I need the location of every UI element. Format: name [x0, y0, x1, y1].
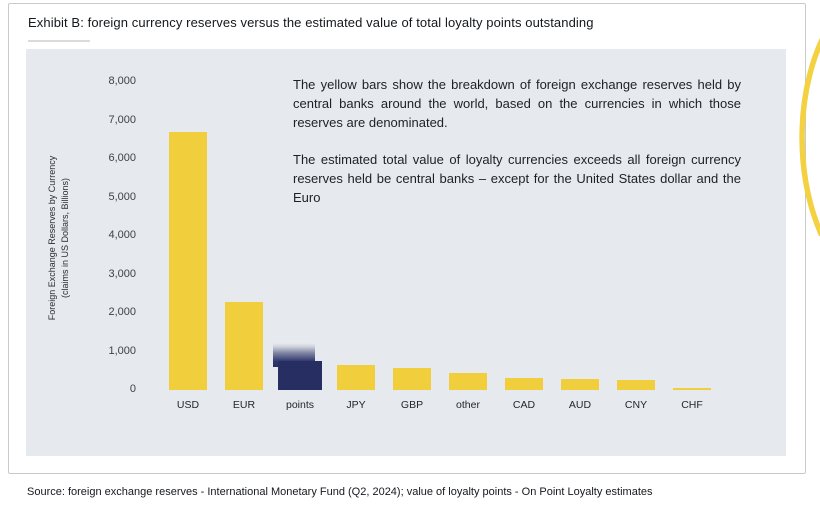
bar-EUR: [225, 302, 263, 390]
y-axis-label-line2: (claims in US Dollars, Billions): [60, 177, 70, 299]
y-tick-label: 7,000: [108, 113, 136, 126]
x-label-CNY: CNY: [624, 399, 648, 411]
y-tick-label: 0: [129, 383, 136, 395]
x-label-CAD: CAD: [512, 399, 536, 411]
y-axis-label: Foreign Exchange Reserves by Currency (c…: [46, 108, 72, 368]
bar-slot-GBP: GBP: [384, 82, 440, 411]
bar-USD: [169, 132, 207, 390]
y-tick-label: 2,000: [108, 306, 136, 318]
bar-CNY: [617, 380, 655, 390]
bar-JPY: [337, 365, 375, 390]
bar-slot-CAD: CAD: [496, 82, 552, 411]
x-label-other: other: [456, 399, 480, 411]
y-tick-label: 6,000: [108, 152, 136, 164]
bar-slot-JPY: JPY: [328, 82, 384, 411]
y-axis-label-line1: Foreign Exchange Reserves by Currency: [47, 155, 57, 321]
source-line: Source: foreign exchange reserves - Inte…: [27, 486, 653, 498]
bar-slot-CNY: CNY: [608, 82, 664, 411]
annotation-paragraph-1: The yellow bars show the breakdown of fo…: [293, 77, 741, 130]
x-label-USD: USD: [176, 399, 200, 411]
y-tick-label: 5,000: [108, 190, 136, 203]
x-label-CHF: CHF: [681, 399, 703, 411]
bar-slot-points: points: [272, 82, 328, 411]
y-tick-label: 4,000: [108, 229, 136, 241]
y-tick-label: 1,000: [108, 344, 136, 357]
x-label-GBP: GBP: [400, 399, 424, 411]
bar-CHF: [673, 388, 711, 390]
bar-CAD: [505, 377, 543, 390]
bars-area: USD EUR points JPY GBP other CAD AUD CNY CHF: [160, 82, 720, 411]
title-underline: [28, 40, 90, 42]
chart-panel: Foreign Exchange Reserves by Currency (c…: [26, 49, 786, 456]
exhibit-box: Exhibit B: foreign currency reserves ver…: [8, 3, 820, 474]
bar-other: [449, 372, 487, 390]
bar-slot-other: other: [440, 82, 496, 411]
exhibit-title: Exhibit B: foreign currency reserves ver…: [28, 15, 594, 30]
y-tick-label: 3,000: [108, 267, 136, 280]
bar-slot-EUR: EUR: [216, 82, 272, 411]
x-label-JPY: JPY: [346, 399, 366, 411]
bar-slot-CHF: CHF: [664, 82, 720, 411]
y-tick-label: 8,000: [108, 75, 136, 87]
x-label-points: points: [285, 399, 315, 411]
bar-slot-USD: USD: [160, 82, 216, 411]
swoosh-decoration-icon: [799, 37, 820, 237]
y-ticks: 8,000 7,000 6,000 5,000 4,000 3,000 2,000 1,000…: [84, 49, 136, 456]
bar-slot-AUD: AUD: [552, 82, 608, 411]
annotation-block: The yellow bars show the breakdown of fo…: [293, 75, 741, 207]
x-label-EUR: EUR: [232, 399, 256, 411]
x-label-AUD: AUD: [568, 399, 592, 411]
bar-AUD: [561, 379, 599, 390]
bar-points-solid: [278, 360, 322, 390]
bar-GBP: [393, 368, 431, 390]
annotation-paragraph-2: The estimated total value of loyalty cur…: [293, 152, 741, 205]
